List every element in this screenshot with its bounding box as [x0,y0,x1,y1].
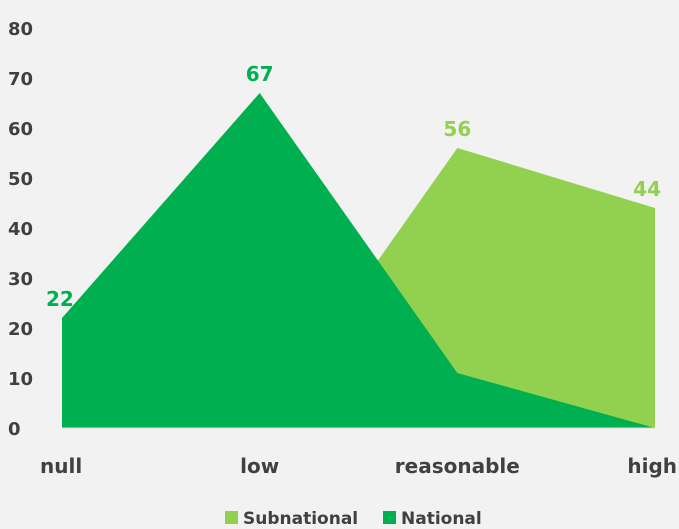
y-tick-label: 50 [8,169,33,190]
y-tick-label: 30 [8,269,33,290]
x-tick-label: reasonable [395,454,520,478]
legend-label: Subnational [243,509,358,529]
x-tick-label: null [40,454,82,478]
y-tick-label: 20 [8,319,33,340]
x-axis-ticks: null low reasonable high [40,454,677,478]
area-national [62,93,655,428]
legend-label: National [401,509,482,529]
y-tick-label: 80 [8,19,33,40]
legend: Subnational National [225,509,482,529]
y-tick-label: 0 [8,419,21,440]
y-tick-label: 70 [8,69,33,90]
x-tick-label: high [627,454,677,478]
data-labels: 56 44 22 67 [46,62,661,311]
series-areas [62,93,655,428]
y-tick-label: 10 [8,369,33,390]
y-axis-ticks: 0 10 20 30 40 50 60 70 80 [8,19,33,440]
y-tick-label: 40 [8,219,33,240]
legend-swatch [383,511,396,524]
y-tick-label: 60 [8,119,33,140]
data-label: 67 [246,62,274,86]
data-label: 22 [46,287,74,311]
data-label: 56 [443,117,471,141]
data-label: 44 [633,177,661,201]
legend-swatch [225,511,238,524]
x-tick-label: low [240,454,279,478]
